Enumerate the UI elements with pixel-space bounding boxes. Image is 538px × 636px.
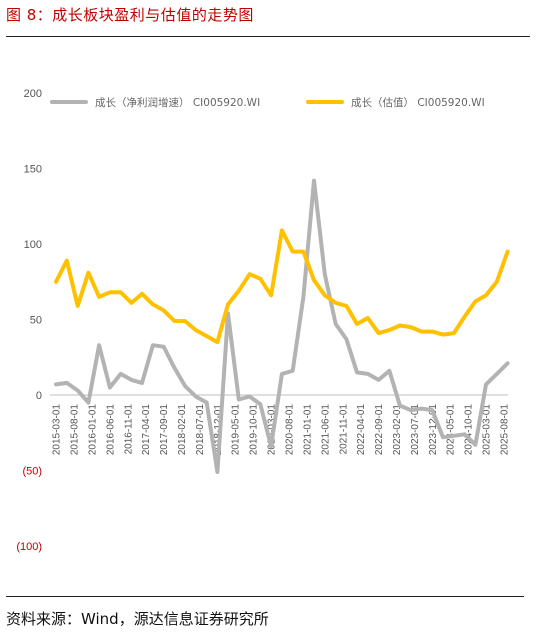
y-tick-label: 200 xyxy=(24,88,42,100)
legend-label: 成长（净利润增速） CI005920.WI xyxy=(95,96,260,109)
x-tick-label: 2018-02-01 xyxy=(177,404,188,456)
y-tick-label: (50) xyxy=(22,466,42,478)
x-tick-label: 2023-02-01 xyxy=(392,404,403,456)
x-tick-label: 2024-05-01 xyxy=(446,404,457,456)
figure-title: 图 8：成长板块盈利与估值的走势图 xyxy=(6,6,254,24)
legend: 成长（净利润增速） CI005920.WI 成长（估值） CI005920.WI xyxy=(50,96,485,109)
series-line-valuation xyxy=(54,228,510,345)
y-tick-label: 100 xyxy=(24,239,42,251)
x-tick-label: 2021-01-01 xyxy=(303,404,314,456)
x-tick-label: 2015-03-01 xyxy=(52,404,63,456)
y-tick-label: 50 xyxy=(30,315,42,327)
x-tick-label: 2016-11-01 xyxy=(123,404,134,455)
x-tick-label: 2019-10-01 xyxy=(249,404,260,456)
x-tick-label: 2022-04-01 xyxy=(356,404,367,456)
x-tick-label: 2016-01-01 xyxy=(88,404,99,456)
x-tick-label: 2021-06-01 xyxy=(320,404,331,456)
y-tick-label: 0 xyxy=(36,390,42,402)
x-tick-label: 2015-08-01 xyxy=(70,404,81,456)
line-chart: 200 150 100 50 0 (50) (100) 2015-03-01 2015-08-… xyxy=(16,88,511,553)
x-tick-label: 2025-03-01 xyxy=(481,404,492,456)
x-tick-label: 2017-04-01 xyxy=(141,404,152,456)
top-rule xyxy=(6,36,530,37)
x-tick-label: 2024-10-01 xyxy=(464,404,475,456)
series-line-profit-growth xyxy=(54,178,510,474)
x-tick-label: 2019-05-01 xyxy=(231,404,242,456)
source-note: 资料来源：Wind，源达信息证券研究所 xyxy=(6,610,269,628)
x-tick-label: 2023-07-01 xyxy=(410,404,421,456)
x-tick-label: 2016-06-01 xyxy=(105,404,116,456)
legend-label: 成长（估值） CI005920.WI xyxy=(351,96,485,109)
x-tick-label: 2020-08-01 xyxy=(285,404,296,456)
x-tick-label: 2022-09-01 xyxy=(374,404,385,456)
x-tick-label: 2023-12-01 xyxy=(428,404,439,456)
series-lines xyxy=(54,178,510,474)
x-tick-label: 2018-07-01 xyxy=(195,404,206,456)
x-tick-label: 2017-09-01 xyxy=(159,404,170,456)
bottom-rule xyxy=(6,596,524,597)
x-tick-label: 2025-08-01 xyxy=(500,404,511,456)
y-tick-label: (100) xyxy=(16,541,42,553)
y-axis-ticks: 200 150 100 50 0 (50) (100) xyxy=(16,88,42,553)
y-tick-label: 150 xyxy=(24,164,42,176)
x-tick-label: 2021-11-01 xyxy=(338,404,349,455)
